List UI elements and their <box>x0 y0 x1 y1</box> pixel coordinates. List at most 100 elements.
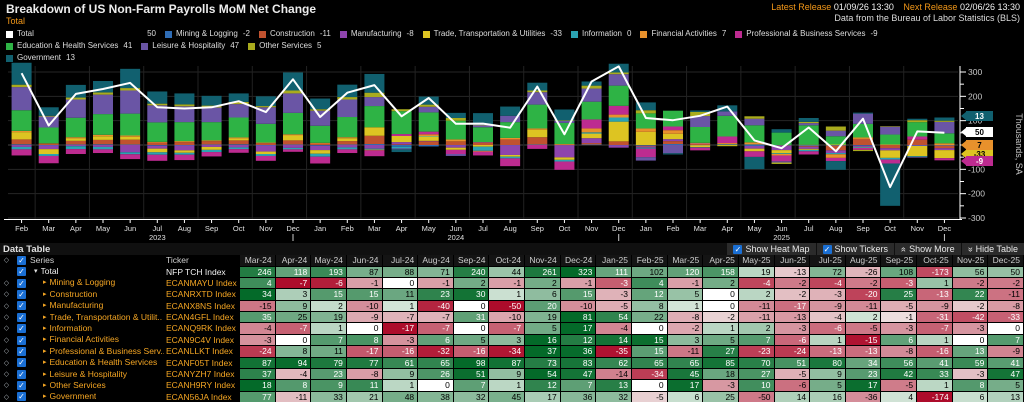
bar-segment <box>391 148 412 150</box>
series-ticker[interactable]: ECANQ9RK Index <box>164 323 240 335</box>
series-name[interactable]: ▸ Education & Health Services <box>30 357 164 370</box>
expand-arrow-icon[interactable]: ▸ <box>43 313 47 321</box>
diamond-icon[interactable]: ◇ <box>0 323 13 335</box>
series-name[interactable]: ▸ Leisure & Hospitality <box>30 369 164 381</box>
select-all-checkbox[interactable]: ✓ <box>13 255 30 267</box>
collapse-arrow-icon[interactable]: ▾ <box>34 268 38 275</box>
series-checkbox[interactable]: ✓ <box>13 369 30 381</box>
series-name[interactable]: ▸ Mining & Logging <box>30 277 164 290</box>
diamond-icon[interactable]: ◇ <box>0 346 13 358</box>
show-more-button[interactable]: «Show More <box>895 243 961 255</box>
month-column-header[interactable]: Nov-24 <box>525 255 561 267</box>
legend-item[interactable]: Financial Activities 7 <box>640 29 726 39</box>
diamond-icon[interactable]: ◇ <box>0 334 13 347</box>
month-column-header[interactable]: Nov-25 <box>952 255 989 267</box>
legend-item[interactable]: Information 0 <box>570 29 631 39</box>
series-ticker[interactable]: ECAN56JA Index <box>164 391 240 402</box>
expand-arrow-icon[interactable]: ▸ <box>43 336 47 344</box>
series-name[interactable]: ▸ Manufacturing <box>30 300 164 313</box>
expand-arrow-icon[interactable]: ▸ <box>43 347 47 355</box>
legend-item[interactable]: Trade, Transportation & Utilities -33 <box>422 29 562 39</box>
diamond-icon[interactable]: ◇ <box>0 391 13 402</box>
series-ticker[interactable]: ECAN9C4V Index <box>164 334 240 347</box>
month-column-header[interactable]: Feb-25 <box>632 255 668 267</box>
month-column-header[interactable]: Jan-25 <box>596 255 632 267</box>
legend-item[interactable]: Construction -11 <box>258 29 331 39</box>
hide-table-button[interactable]: » Hide Table <box>961 243 1024 255</box>
series-ticker[interactable]: ECANX8NS Index <box>164 300 240 313</box>
month-column-header[interactable]: Aug-25 <box>845 255 882 267</box>
expand-arrow-icon[interactable]: ▸ <box>43 381 47 389</box>
series-checkbox[interactable]: ✓ <box>13 300 30 313</box>
series-name[interactable]: ▸ Government <box>30 391 164 402</box>
diamond-icon[interactable]: ◇ <box>0 380 13 392</box>
month-column-header[interactable]: Dec-25 <box>988 255 1024 267</box>
series-ticker[interactable]: NFP TCH Index <box>164 266 240 278</box>
series-ticker[interactable]: ECANRXTD Index <box>164 289 240 301</box>
month-column-header[interactable]: Apr-24 <box>275 255 312 267</box>
series-name[interactable]: ▸ Information <box>30 323 164 335</box>
month-column-header[interactable]: Jul-25 <box>810 255 846 267</box>
series-checkbox[interactable]: ✓ <box>13 277 30 290</box>
month-column-header[interactable]: May-25 <box>738 255 775 267</box>
series-name[interactable]: ▾ Total <box>30 266 164 278</box>
series-name[interactable]: ▸ Construction <box>30 289 164 301</box>
month-column-header[interactable]: Sep-25 <box>881 255 918 267</box>
month-column-header[interactable]: Sep-24 <box>453 255 490 267</box>
month-column-header[interactable]: Jun-24 <box>346 255 383 267</box>
diamond-icon[interactable]: ◇ <box>0 369 13 381</box>
month-column-header[interactable]: Oct-25 <box>917 255 953 267</box>
series-checkbox[interactable]: ✓ <box>13 312 30 324</box>
expand-arrow-icon[interactable]: ▸ <box>43 279 47 287</box>
series-ticker[interactable]: ECANYZH7 Index <box>164 369 240 381</box>
expand-arrow-icon[interactable]: ▸ <box>43 393 47 401</box>
series-checkbox[interactable]: ✓ <box>13 323 30 335</box>
expand-arrow-icon[interactable]: ▸ <box>43 324 47 332</box>
series-ticker[interactable]: ECAN4GFL Index <box>164 312 240 324</box>
legend-item[interactable]: Total 50 <box>6 29 156 39</box>
legend-item[interactable]: Mining & Logging -2 <box>165 29 250 39</box>
series-ticker[interactable]: ECANF05T Index <box>164 357 240 370</box>
diamond-icon[interactable]: ◇ <box>0 312 13 324</box>
month-column-header[interactable]: Jun-25 <box>774 255 811 267</box>
legend-item[interactable]: Manufacturing -8 <box>339 29 414 39</box>
legend-item[interactable]: Education & Health Services 41 <box>6 41 132 51</box>
diamond-icon[interactable]: ◇ <box>0 357 13 370</box>
series-checkbox[interactable]: ✓ <box>13 357 30 370</box>
series-checkbox[interactable]: ✓ <box>13 391 30 402</box>
series-name[interactable]: ▸ Financial Activities <box>30 334 164 347</box>
diamond-icon[interactable]: ◇ <box>0 289 13 301</box>
month-column-header[interactable]: Oct-24 <box>489 255 526 267</box>
series-ticker[interactable]: ECANH9RY Index <box>164 380 240 392</box>
series-name[interactable]: ▸ Other Services <box>30 380 164 392</box>
legend-item[interactable]: Professional & Business Services -9 <box>735 29 878 39</box>
legend-item[interactable]: Government 13 <box>6 53 75 63</box>
series-name[interactable]: ▸ Trade, Transportation & Utilit.. <box>30 312 164 324</box>
month-column-header[interactable]: Dec-24 <box>560 255 597 267</box>
series-ticker[interactable]: ECANMAYU Index <box>164 277 240 290</box>
expand-arrow-icon[interactable]: ▸ <box>43 302 47 310</box>
expand-arrow-icon[interactable]: ▸ <box>43 359 47 367</box>
series-checkbox[interactable]: ✓ <box>13 289 30 301</box>
month-column-header[interactable]: Mar-25 <box>667 255 704 267</box>
month-column-header[interactable]: Apr-25 <box>703 255 739 267</box>
show-heat-map-button[interactable]: ✓ Show Heat Map <box>727 243 816 255</box>
month-column-header[interactable]: Aug-24 <box>418 255 454 267</box>
month-column-header[interactable]: May-24 <box>311 255 347 267</box>
show-tickers-button[interactable]: ✓ Show Tickers <box>816 243 895 255</box>
series-name[interactable]: ▸ Professional & Business Serv.. <box>30 346 164 358</box>
expand-arrow-icon[interactable]: ▸ <box>43 370 47 378</box>
diamond-icon[interactable]: ◇ <box>0 300 13 313</box>
series-checkbox[interactable]: ✓ <box>13 346 30 358</box>
diamond-icon[interactable]: ◇ <box>0 277 13 290</box>
series-checkbox[interactable]: ✓ <box>13 380 30 392</box>
legend-item[interactable]: Other Services 5 <box>248 41 321 51</box>
diamond-icon[interactable]: ◇ <box>0 255 13 267</box>
series-checkbox[interactable]: ✓ <box>13 266 30 278</box>
month-column-header[interactable]: Mar-24 <box>240 255 276 267</box>
legend-item[interactable]: Leisure & Hospitality 47 <box>141 41 239 51</box>
series-checkbox[interactable]: ✓ <box>13 334 30 347</box>
expand-arrow-icon[interactable]: ▸ <box>43 290 47 298</box>
month-column-header[interactable]: Jul-24 <box>382 255 419 267</box>
series-ticker[interactable]: ECANLLKT Index <box>164 346 240 358</box>
